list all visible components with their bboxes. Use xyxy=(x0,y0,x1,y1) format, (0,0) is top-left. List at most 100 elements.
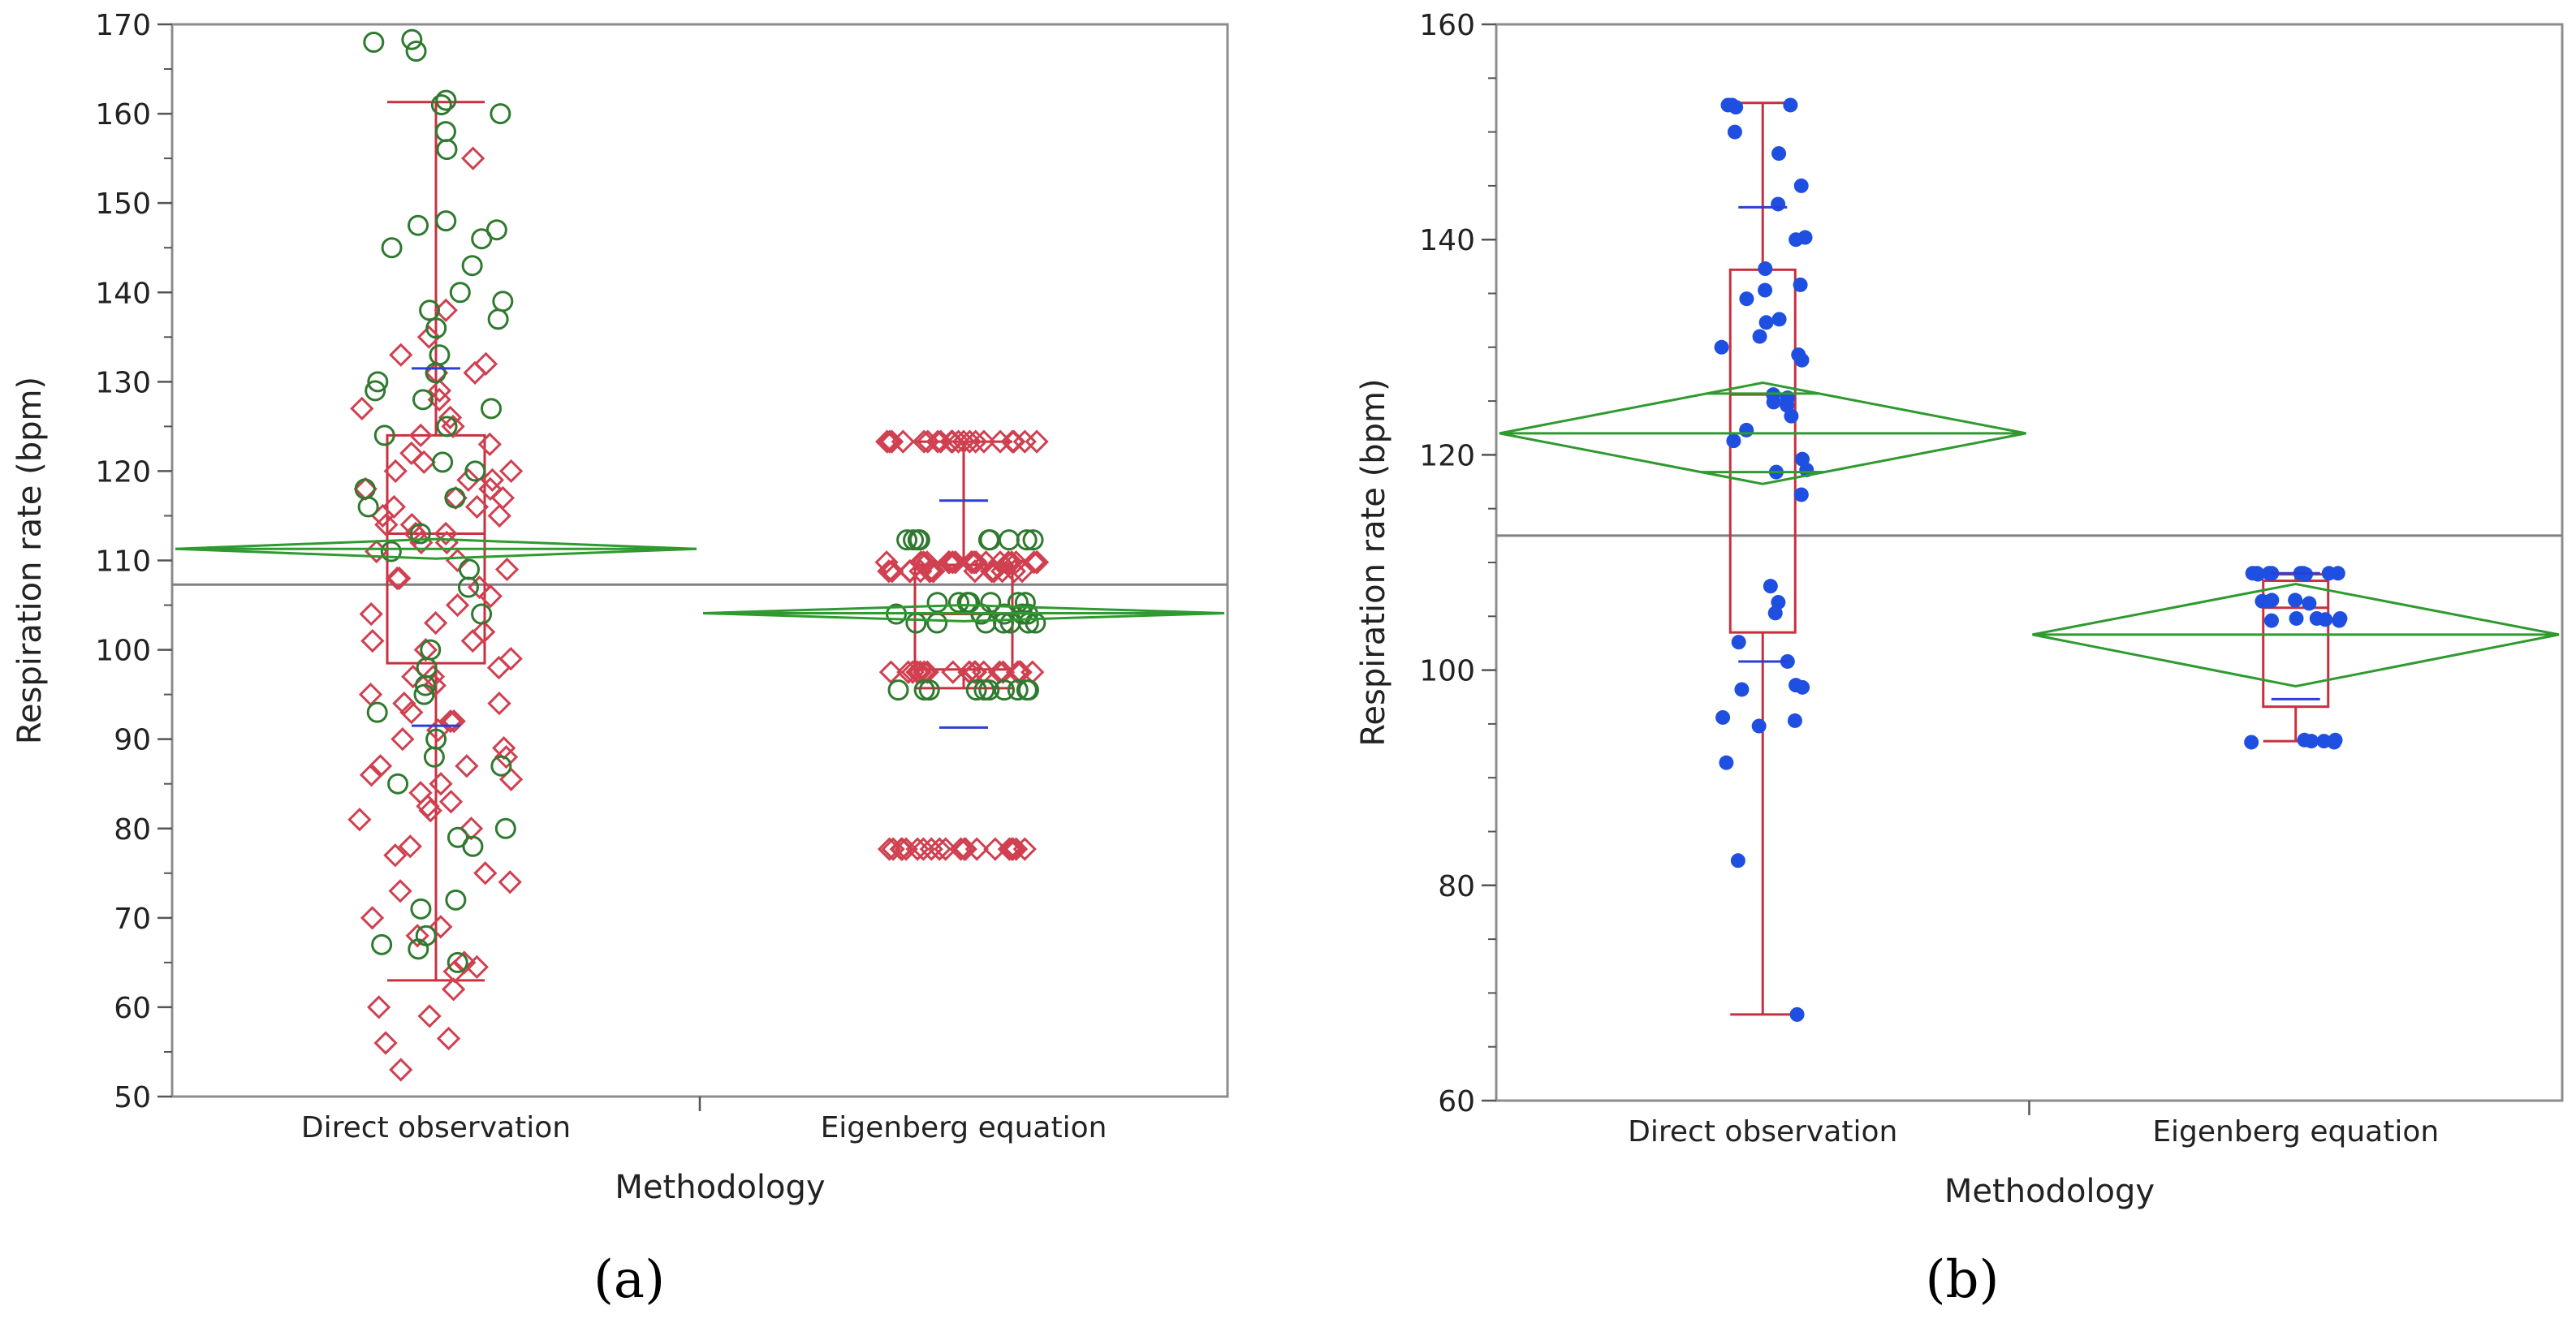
data-point xyxy=(911,837,935,861)
data-point xyxy=(959,592,981,614)
data-point xyxy=(915,550,939,575)
data-point xyxy=(878,660,904,684)
data-point xyxy=(1000,429,1025,454)
data-point xyxy=(413,637,438,662)
data-point xyxy=(1784,408,1799,424)
data-point xyxy=(2263,593,2278,609)
data-point xyxy=(441,414,465,438)
panel-label-a: (a) xyxy=(593,1250,666,1310)
data-point xyxy=(383,843,408,868)
data-point xyxy=(913,679,935,701)
data-point xyxy=(972,429,996,454)
data-point xyxy=(990,660,1016,684)
data-point xyxy=(929,429,953,454)
data-point xyxy=(373,425,395,446)
data-point xyxy=(947,592,969,614)
data-point xyxy=(383,459,408,484)
data-point xyxy=(436,1026,461,1051)
data-point xyxy=(981,559,1006,584)
data-point xyxy=(464,494,490,519)
data-point xyxy=(921,559,945,584)
data-point xyxy=(1771,146,1787,162)
data-point xyxy=(1739,422,1754,437)
data-point xyxy=(918,679,940,701)
data-point xyxy=(1758,261,1773,277)
data-point xyxy=(965,679,987,701)
data-point xyxy=(927,837,951,861)
x-tick-label: Direct observation xyxy=(301,1111,571,1144)
data-point xyxy=(442,977,466,1002)
data-point xyxy=(350,396,374,420)
data-point xyxy=(2332,613,2347,628)
data-point xyxy=(458,558,480,580)
data-point xyxy=(388,879,412,903)
data-point xyxy=(973,679,995,701)
data-point xyxy=(1793,277,1808,292)
y-tick-label: 120 xyxy=(1419,439,1475,472)
data-point xyxy=(1002,559,1027,584)
data-point xyxy=(478,476,503,502)
plot-frame xyxy=(170,23,1229,1098)
data-point xyxy=(487,308,509,330)
group-direct-observation xyxy=(1499,97,2026,1022)
data-point xyxy=(456,468,481,493)
y-tick-label: 110 xyxy=(95,545,151,579)
data-point xyxy=(1787,713,1802,728)
data-point xyxy=(1025,429,1049,454)
y-tick-label: 160 xyxy=(95,98,151,131)
data-point xyxy=(398,834,422,859)
data-point xyxy=(435,89,457,111)
data-point xyxy=(926,612,948,634)
data-point xyxy=(1021,550,1046,575)
data-point xyxy=(435,210,457,232)
data-point xyxy=(462,835,484,857)
data-point xyxy=(1714,339,1729,355)
data-point xyxy=(363,32,385,54)
data-point xyxy=(405,924,429,948)
data-point xyxy=(460,628,485,653)
data-point xyxy=(359,601,383,627)
data-point xyxy=(1789,1006,1805,1022)
data-point xyxy=(1783,97,1798,113)
x-tick-label: Eigenberg equation xyxy=(821,1111,1107,1144)
data-point xyxy=(425,362,447,384)
data-point xyxy=(934,837,958,861)
data-point xyxy=(1763,579,1778,594)
data-point xyxy=(473,861,498,886)
data-point xyxy=(370,503,395,528)
data-point xyxy=(963,559,987,584)
data-point xyxy=(874,550,899,575)
data-point xyxy=(877,559,901,584)
y-tick-label: 60 xyxy=(1438,1085,1475,1118)
y-tick-label: 60 xyxy=(114,992,151,1025)
data-point xyxy=(438,790,464,814)
data-point xyxy=(1780,653,1795,669)
data-point xyxy=(1025,550,1050,575)
data-point xyxy=(382,494,406,519)
data-point xyxy=(1000,837,1025,861)
data-point xyxy=(354,478,376,500)
data-point xyxy=(1766,394,1781,410)
data-point xyxy=(2250,567,2266,582)
data-point xyxy=(381,237,403,259)
data-point xyxy=(485,219,507,241)
data-point xyxy=(367,995,391,1019)
data-point xyxy=(983,837,1008,861)
data-point xyxy=(410,898,432,920)
y-tick-label: 120 xyxy=(95,455,151,489)
data-point xyxy=(926,592,948,614)
data-point xyxy=(399,441,424,466)
data-point xyxy=(371,933,393,955)
data-point xyxy=(1726,433,1741,449)
data-point xyxy=(490,485,515,511)
y-axis-title: Respiration rate (bpm) xyxy=(1355,378,1392,746)
data-point xyxy=(1007,679,1029,701)
data-point xyxy=(1752,329,1767,344)
data-point xyxy=(447,951,468,973)
data-point xyxy=(1771,312,1787,327)
y-tick-label: 170 xyxy=(95,9,151,42)
data-point xyxy=(900,660,925,684)
data-point xyxy=(408,423,433,448)
data-point xyxy=(461,255,483,277)
group-eigenberg-equation xyxy=(702,429,1225,861)
